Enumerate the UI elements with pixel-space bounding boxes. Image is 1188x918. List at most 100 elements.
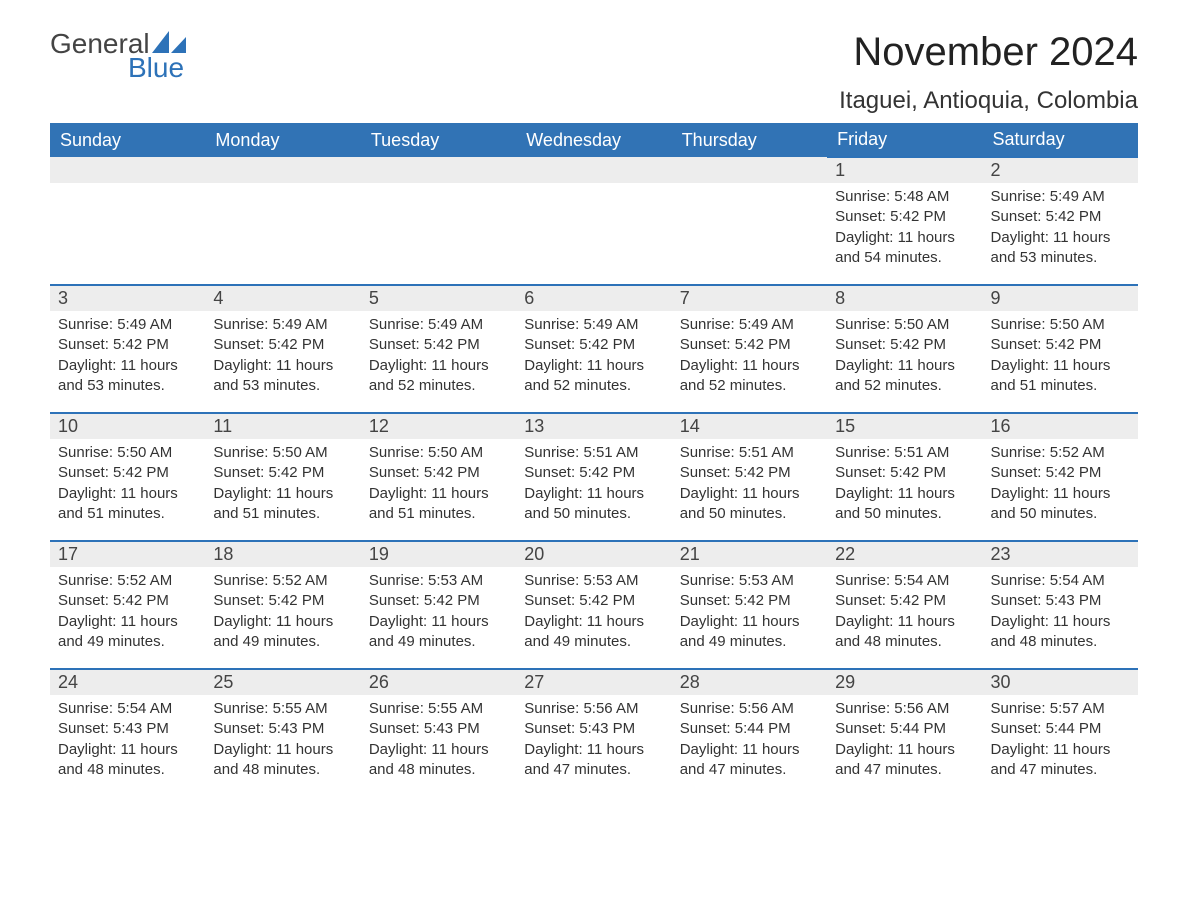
sunset-line: Sunset: 5:42 PM xyxy=(680,591,819,611)
calendar-cell: 9Sunrise: 5:50 AMSunset: 5:42 PMDaylight… xyxy=(983,285,1138,413)
sunrise-line: Sunrise: 5:55 AM xyxy=(213,699,352,719)
daylight-line: Daylight: 11 hours and 51 minutes. xyxy=(213,484,352,525)
daylight-line: Daylight: 11 hours and 53 minutes. xyxy=(991,228,1130,269)
sunrise-line: Sunrise: 5:50 AM xyxy=(213,443,352,463)
day-number: 10 xyxy=(50,414,205,439)
daylight-line: Daylight: 11 hours and 49 minutes. xyxy=(524,612,663,653)
calendar-cell xyxy=(516,157,671,285)
sunrise-line: Sunrise: 5:56 AM xyxy=(680,699,819,719)
daylight-line: Daylight: 11 hours and 52 minutes. xyxy=(369,356,508,397)
sunrise-line: Sunrise: 5:48 AM xyxy=(835,187,974,207)
day-details: Sunrise: 5:50 AMSunset: 5:42 PMDaylight:… xyxy=(205,439,360,532)
weekday-header: Thursday xyxy=(672,123,827,157)
calendar-cell: 26Sunrise: 5:55 AMSunset: 5:43 PMDayligh… xyxy=(361,669,516,797)
daylight-line: Daylight: 11 hours and 49 minutes. xyxy=(369,612,508,653)
day-details: Sunrise: 5:49 AMSunset: 5:42 PMDaylight:… xyxy=(361,311,516,404)
calendar-cell: 18Sunrise: 5:52 AMSunset: 5:42 PMDayligh… xyxy=(205,541,360,669)
sunset-line: Sunset: 5:42 PM xyxy=(369,463,508,483)
sunrise-line: Sunrise: 5:51 AM xyxy=(835,443,974,463)
calendar-cell xyxy=(205,157,360,285)
sunset-line: Sunset: 5:43 PM xyxy=(58,719,197,739)
daylight-line: Daylight: 11 hours and 54 minutes. xyxy=(835,228,974,269)
sunrise-line: Sunrise: 5:49 AM xyxy=(991,187,1130,207)
day-number: 9 xyxy=(983,286,1138,311)
sunrise-line: Sunrise: 5:54 AM xyxy=(835,571,974,591)
day-number: 16 xyxy=(983,414,1138,439)
day-details: Sunrise: 5:49 AMSunset: 5:42 PMDaylight:… xyxy=(516,311,671,404)
sunrise-line: Sunrise: 5:50 AM xyxy=(991,315,1130,335)
empty-day-strip xyxy=(361,157,516,183)
day-number: 17 xyxy=(50,542,205,567)
day-number: 12 xyxy=(361,414,516,439)
sunrise-line: Sunrise: 5:50 AM xyxy=(835,315,974,335)
sunrise-line: Sunrise: 5:54 AM xyxy=(991,571,1130,591)
day-details: Sunrise: 5:52 AMSunset: 5:42 PMDaylight:… xyxy=(50,567,205,660)
sunset-line: Sunset: 5:42 PM xyxy=(524,335,663,355)
calendar-cell: 25 Sunrise: 5:55 AMSunset: 5:43 PMDayligh… xyxy=(205,669,360,797)
daylight-line: Daylight: 11 hours and 52 minutes. xyxy=(680,356,819,397)
day-number: 5 xyxy=(361,286,516,311)
calendar-cell: 13Sunrise: 5:51 AMSunset: 5:42 PMDayligh… xyxy=(516,413,671,541)
daylight-line: Daylight: 11 hours and 51 minutes. xyxy=(369,484,508,525)
day-number: 15 xyxy=(827,414,982,439)
day-number: 14 xyxy=(672,414,827,439)
calendar-cell: 23Sunrise: 5:54 AMSunset: 5:43 PMDayligh… xyxy=(983,541,1138,669)
calendar-cell: 15Sunrise: 5:51 AMSunset: 5:42 PMDayligh… xyxy=(827,413,982,541)
day-details: Sunrise: 5:52 AMSunset: 5:42 PMDaylight:… xyxy=(983,439,1138,532)
calendar-cell: 27Sunrise: 5:56 AMSunset: 5:43 PMDayligh… xyxy=(516,669,671,797)
sunrise-line: Sunrise: 5:56 AM xyxy=(835,699,974,719)
weekday-header: Sunday xyxy=(50,123,205,157)
sunset-line: Sunset: 5:43 PM xyxy=(213,719,352,739)
calendar-cell xyxy=(672,157,827,285)
day-number: 27 xyxy=(516,670,671,695)
sunset-line: Sunset: 5:42 PM xyxy=(58,463,197,483)
daylight-line: Daylight: 11 hours and 49 minutes. xyxy=(213,612,352,653)
day-details: Sunrise: 5:50 AMSunset: 5:42 PMDaylight:… xyxy=(361,439,516,532)
calendar-row: 24Sunrise: 5:54 AMSunset: 5:43 PMDayligh… xyxy=(50,669,1138,797)
day-details: Sunrise: 5:51 AMSunset: 5:42 PMDaylight:… xyxy=(827,439,982,532)
sunrise-line: Sunrise: 5:57 AM xyxy=(991,699,1130,719)
sunrise-line: Sunrise: 5:49 AM xyxy=(524,315,663,335)
day-details: Sunrise: 5:55 AMSunset: 5:43 PMDaylight:… xyxy=(361,695,516,788)
day-number: 30 xyxy=(983,670,1138,695)
calendar-cell: 11Sunrise: 5:50 AMSunset: 5:42 PMDayligh… xyxy=(205,413,360,541)
sunrise-line: Sunrise: 5:50 AM xyxy=(369,443,508,463)
day-details: Sunrise: 5:50 AMSunset: 5:42 PMDaylight:… xyxy=(50,439,205,532)
day-number: 28 xyxy=(672,670,827,695)
calendar-cell: 8Sunrise: 5:50 AMSunset: 5:42 PMDaylight… xyxy=(827,285,982,413)
sunset-line: Sunset: 5:42 PM xyxy=(835,207,974,227)
day-details: Sunrise: 5:49 AMSunset: 5:42 PMDaylight:… xyxy=(672,311,827,404)
sunrise-line: Sunrise: 5:49 AM xyxy=(369,315,508,335)
sunset-line: Sunset: 5:42 PM xyxy=(991,463,1130,483)
day-details: Sunrise: 5:57 AMSunset: 5:44 PMDaylight:… xyxy=(983,695,1138,788)
calendar-cell: 14Sunrise: 5:51 AMSunset: 5:42 PMDayligh… xyxy=(672,413,827,541)
sunrise-line: Sunrise: 5:56 AM xyxy=(524,699,663,719)
calendar-cell: 22Sunrise: 5:54 AMSunset: 5:42 PMDayligh… xyxy=(827,541,982,669)
sunset-line: Sunset: 5:42 PM xyxy=(58,335,197,355)
daylight-line: Daylight: 11 hours and 47 minutes. xyxy=(835,740,974,781)
day-number: 25 xyxy=(205,670,360,695)
day-number: 7 xyxy=(672,286,827,311)
sunset-line: Sunset: 5:43 PM xyxy=(524,719,663,739)
sunset-line: Sunset: 5:42 PM xyxy=(680,463,819,483)
daylight-line: Daylight: 11 hours and 48 minutes. xyxy=(213,740,352,781)
sunrise-line: Sunrise: 5:55 AM xyxy=(369,699,508,719)
daylight-line: Daylight: 11 hours and 49 minutes. xyxy=(58,612,197,653)
day-number: 11 xyxy=(205,414,360,439)
sunset-line: Sunset: 5:42 PM xyxy=(835,335,974,355)
day-details: Sunrise: 5:51 AMSunset: 5:42 PMDaylight:… xyxy=(672,439,827,532)
calendar-cell xyxy=(361,157,516,285)
month-title: November 2024 xyxy=(839,30,1138,75)
sunset-line: Sunset: 5:42 PM xyxy=(58,591,197,611)
day-number: 29 xyxy=(827,670,982,695)
daylight-line: Daylight: 11 hours and 49 minutes. xyxy=(680,612,819,653)
sunrise-line: Sunrise: 5:52 AM xyxy=(58,571,197,591)
day-details: Sunrise: 5:49 AMSunset: 5:42 PMDaylight:… xyxy=(205,311,360,404)
day-details: Sunrise: 5:50 AMSunset: 5:42 PMDaylight:… xyxy=(983,311,1138,404)
title-block: November 2024 Itaguei, Antioquia, Colomb… xyxy=(839,30,1138,115)
daylight-line: Daylight: 11 hours and 50 minutes. xyxy=(835,484,974,525)
calendar-row: 3Sunrise: 5:49 AMSunset: 5:42 PMDaylight… xyxy=(50,285,1138,413)
day-details: Sunrise: 5:49 AMSunset: 5:42 PMDaylight:… xyxy=(983,183,1138,276)
sunrise-line: Sunrise: 5:52 AM xyxy=(991,443,1130,463)
calendar-body: 1Sunrise: 5:48 AMSunset: 5:42 PMDaylight… xyxy=(50,157,1138,797)
